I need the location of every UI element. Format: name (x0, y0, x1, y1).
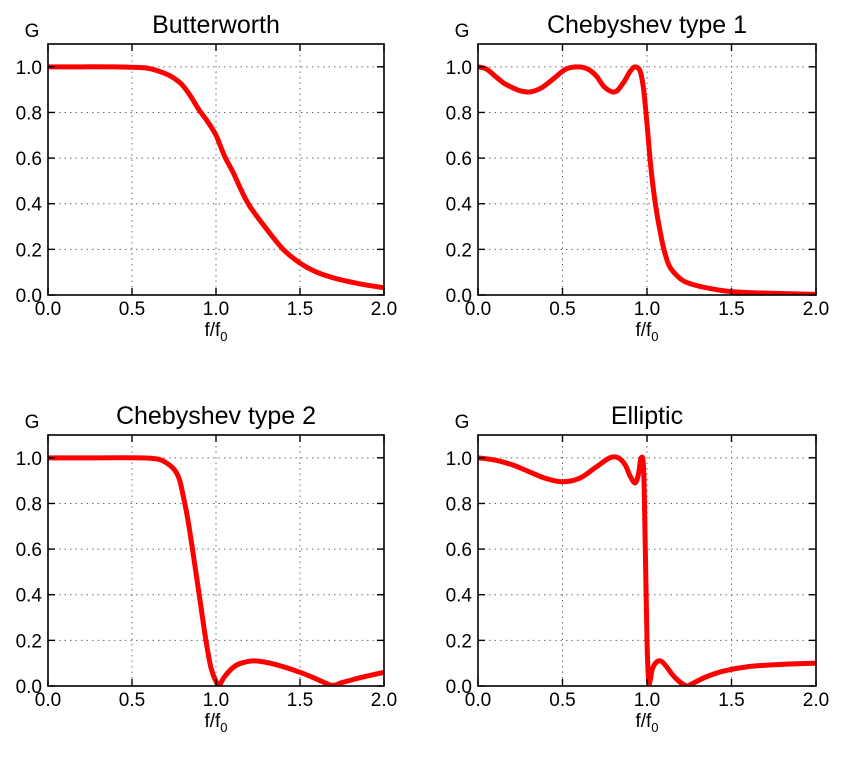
x-tick-label: 0.0 (35, 299, 61, 320)
y-tick-label: 0.0 (446, 677, 472, 698)
response-curve (48, 455, 384, 686)
x-axis-label-subscript: 0 (651, 329, 658, 344)
chart-panel-1: 0.0 0.5 1.0 1.5 2.0 0.0 0.2 0.4 0.6 0.8 1.0 Butterw… (16, 11, 398, 344)
x-tick-label: 0.5 (119, 299, 145, 320)
y-tick-label: 0.8 (446, 494, 472, 515)
x-axis-label: f/f0 (204, 320, 227, 344)
x-tick-label: 0.0 (465, 690, 491, 711)
y-tick-label: 0.8 (16, 103, 42, 124)
y-tick-label: 1.0 (446, 449, 472, 470)
x-tick-label: 2.0 (371, 299, 397, 320)
y-tick-label: 0.6 (446, 149, 472, 170)
x-tick-label: 0.5 (549, 690, 575, 711)
x-tick-label: 1.5 (287, 690, 313, 711)
x-tick-label: 0.5 (549, 299, 575, 320)
x-tick-label: 1.0 (634, 299, 660, 320)
y-tick-label: 1.0 (446, 58, 472, 79)
y-tick-label: 0.6 (446, 540, 472, 561)
y-tick-label: 0.6 (16, 149, 42, 170)
y-tick-label: 1.0 (16, 58, 42, 79)
chart-title: Elliptic (611, 402, 683, 430)
response-curve (478, 64, 816, 295)
y-tick-label: 0.6 (16, 540, 42, 561)
x-axis-label: f/f0 (204, 711, 227, 735)
x-tick-label: 1.5 (718, 299, 744, 320)
y-tick-label: 0.2 (446, 631, 472, 652)
y-tick-label: 0.4 (446, 586, 473, 607)
y-tick-label: 0.2 (446, 240, 472, 261)
y-axis-label: G (455, 21, 470, 42)
x-axis-label: f/f0 (635, 320, 658, 344)
x-tick-label: 0.0 (35, 690, 61, 711)
chart-title: Chebyshev type 1 (547, 11, 747, 39)
y-tick-label: 0.4 (446, 195, 473, 216)
plot-frame (477, 43, 817, 296)
chart-panel-2: 0.0 0.5 1.0 1.5 2.0 0.0 0.2 0.4 0.6 0.8 1.0 Chebysh… (446, 11, 830, 344)
x-axis-label-main: f/f (635, 711, 652, 732)
x-tick-label: 1.0 (203, 299, 229, 320)
x-tick-label: 1.5 (287, 299, 313, 320)
x-tick-label: 2.0 (803, 299, 829, 320)
x-axis-label-subscript: 0 (220, 720, 227, 735)
chart-title: Chebyshev type 2 (116, 402, 316, 430)
y-tick-label: 0.4 (16, 586, 43, 607)
y-axis-label: G (455, 412, 470, 433)
x-tick-label: 1.5 (718, 690, 744, 711)
y-tick-label: 0.2 (16, 240, 42, 261)
x-axis-label-main: f/f (204, 320, 221, 341)
chart-panel-3: 0.0 0.5 1.0 1.5 2.0 0.0 0.2 0.4 0.6 0.8 1.0 Chebysh… (16, 402, 398, 735)
response-curve (478, 454, 816, 686)
y-tick-label: 0.0 (16, 286, 42, 307)
chart-title: Butterworth (152, 11, 280, 39)
y-tick-label: 0.4 (16, 195, 43, 216)
x-tick-label: 0.5 (119, 690, 145, 711)
x-tick-label: 0.0 (465, 299, 491, 320)
response-curve (48, 64, 384, 291)
y-axis-label: G (25, 21, 40, 42)
plot-frame (47, 434, 385, 687)
x-tick-label: 1.0 (634, 690, 660, 711)
x-tick-label: 2.0 (803, 690, 829, 711)
x-axis-label-subscript: 0 (651, 720, 658, 735)
y-tick-label: 0.8 (446, 103, 472, 124)
plot-frame (47, 43, 385, 296)
x-axis-label-main: f/f (635, 320, 652, 341)
x-axis-label: f/f0 (635, 711, 658, 735)
y-tick-label: 1.0 (16, 449, 42, 470)
y-tick-label: 0.0 (16, 677, 42, 698)
x-axis-label-subscript: 0 (220, 329, 227, 344)
chart-panel-4: 0.0 0.5 1.0 1.5 2.0 0.0 0.2 0.4 0.6 0.8 1.0 Ellipti… (446, 402, 830, 735)
x-tick-label: 2.0 (371, 690, 397, 711)
x-axis-label-main: f/f (204, 711, 221, 732)
x-tick-label: 1.0 (203, 690, 229, 711)
y-tick-label: 0.0 (446, 286, 472, 307)
y-axis-label: G (25, 412, 40, 433)
y-tick-label: 0.8 (16, 494, 42, 515)
y-tick-label: 0.2 (16, 631, 42, 652)
